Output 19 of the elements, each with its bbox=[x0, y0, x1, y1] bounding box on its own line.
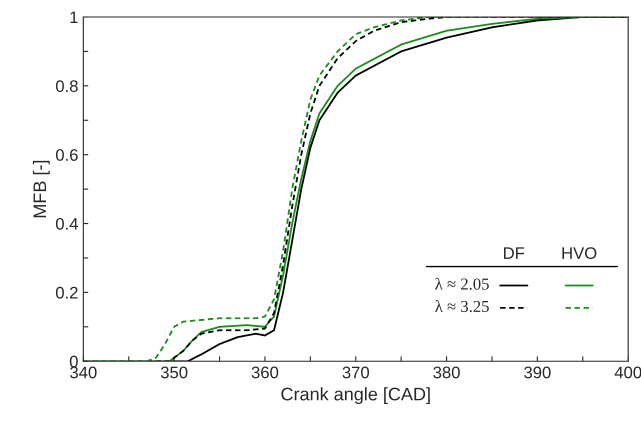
x-tick-label: 390 bbox=[524, 366, 551, 378]
x-tick-label: 380 bbox=[433, 366, 460, 378]
y-axis-title: MFB [-] bbox=[32, 160, 50, 218]
y-tick-label: 0 bbox=[70, 356, 78, 368]
x-tick-label: 350 bbox=[160, 366, 188, 378]
annotation: HVO bbox=[562, 247, 596, 260]
annotation: λ ≈ 3.25 bbox=[435, 300, 489, 312]
x-tick-label: 340 bbox=[70, 366, 97, 378]
y-tick-label: 0.6 bbox=[56, 149, 78, 161]
y-tick-label: 0.2 bbox=[56, 286, 78, 299]
x-tick-label: 400 bbox=[614, 366, 641, 378]
annotation: DF bbox=[504, 247, 524, 259]
y-tick-label: 0.4 bbox=[56, 218, 78, 230]
x-axis-title: Crank angle [CAD] bbox=[281, 387, 430, 404]
x-tick-label: 370 bbox=[342, 366, 370, 378]
x-tick-label: 360 bbox=[252, 366, 278, 378]
y-tick-label: 0.8 bbox=[56, 80, 78, 92]
annotation: λ ≈ 2.05 bbox=[435, 278, 489, 290]
y-tick-label: 1 bbox=[70, 12, 78, 24]
